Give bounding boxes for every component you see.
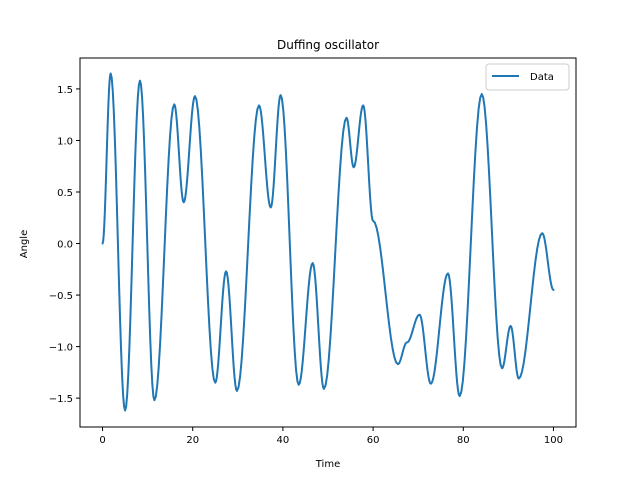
y-tick-label: 1.5 <box>57 85 73 96</box>
plot-area: 0 20 40 60 80 100 −1.5 −1.0 −0.5 0.0 0.5 1.0 1.5 <box>49 57 577 446</box>
y-tick-label: −1.5 <box>49 394 73 405</box>
legend-box <box>485 63 570 91</box>
y-tick-label: −0.5 <box>49 291 73 302</box>
x-tick-label: 40 <box>277 435 290 446</box>
y-tick-label: −1.0 <box>49 343 73 354</box>
y-axis-label: Angle <box>19 230 30 258</box>
y-tick-label: 0.0 <box>57 240 73 251</box>
x-tick-label: 100 <box>544 435 563 446</box>
series-data-line <box>101 72 555 412</box>
y-tick-label: 0.5 <box>57 188 73 199</box>
y-tick-label: 1.0 <box>57 136 73 147</box>
x-tick-label: 0 <box>99 435 105 446</box>
x-tick-label: 60 <box>367 435 380 446</box>
x-tick-label: 20 <box>186 435 199 446</box>
chart-title: Duffing oscillator <box>277 38 379 52</box>
axes-frame <box>79 57 577 428</box>
legend: Data <box>485 63 570 91</box>
legend-label: Data <box>530 72 554 83</box>
x-tick-label: 80 <box>457 435 470 446</box>
x-axis-label: Time <box>315 459 340 470</box>
